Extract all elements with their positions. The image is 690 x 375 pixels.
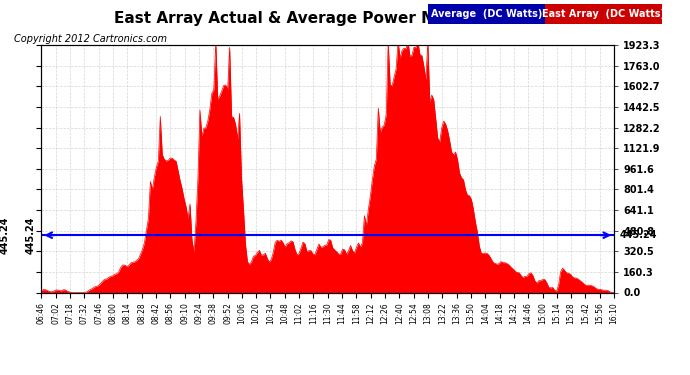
Text: Copyright 2012 Cartronics.com: Copyright 2012 Cartronics.com <box>14 34 167 44</box>
Text: Average  (DC Watts): Average (DC Watts) <box>431 9 542 19</box>
Text: East Array  (DC Watts): East Array (DC Watts) <box>542 9 665 19</box>
Text: 445.24: 445.24 <box>620 230 658 240</box>
Text: 445.24: 445.24 <box>26 216 36 254</box>
Text: 445.24: 445.24 <box>0 216 9 254</box>
Text: East Array Actual & Average Power Mon Nov 12 16:17: East Array Actual & Average Power Mon No… <box>114 11 576 26</box>
